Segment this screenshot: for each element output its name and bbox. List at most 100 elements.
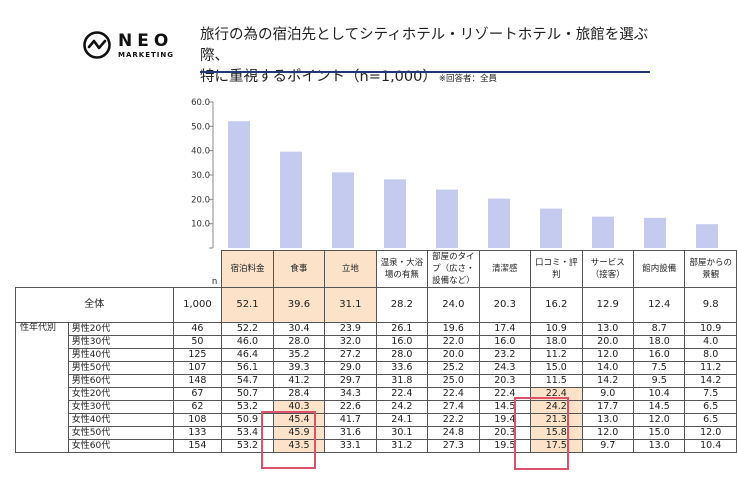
table-row: 男性60代 148 54.7 41.2 29.7 31.8 25.0 20.3 11.5 14.2… [16,374,737,388]
table-cell: 20.0 [427,348,480,362]
row-label: 女性50代 [67,426,174,440]
table-cell: 9.5 [632,374,686,388]
table-cell: 50.7 [221,387,274,401]
table-cell: 10.9 [530,322,583,336]
table-cell: 29.7 [324,374,377,388]
total-value: 16.2 [530,287,583,323]
table-cell: 27.3 [427,439,480,453]
table-cell: 14.5 [478,400,532,414]
table-cell: 6.5 [684,400,737,414]
bar [592,216,614,248]
table-cell: 53.2 [221,439,274,453]
table-cell: 45.4 [272,413,326,427]
column-header: 部屋のタイプ（広さ・設備など） [427,250,480,288]
table-cell: 18.0 [632,335,686,349]
row-n: 46 [172,322,223,336]
table-cell: 28.0 [272,335,326,349]
group-label: 性年代別 [15,322,69,453]
y-tick-label: 60.0 [191,98,210,108]
table-row: 女性20代 67 50.7 28.4 34.3 22.4 22.4 22.4 22.4 9.0 10… [16,387,737,401]
y-tick-label: 10.0 [191,220,210,230]
table-cell: 6.5 [684,413,737,427]
total-value: 28.2 [375,287,429,323]
row-label: 男性50代 [67,361,174,375]
title-line-1: 旅行の為の宿泊先としてシティホテル・リゾートホテル・旅館を選ぶ際、 [200,27,649,64]
table-cell: 54.7 [221,374,274,388]
row-n: 133 [172,426,223,440]
table-row: 男性50代 107 56.1 39.3 29.0 33.6 25.2 24.3 15.0 14.0… [16,361,737,375]
table-cell: 17.7 [581,400,634,414]
table-cell: 19.5 [478,439,532,453]
table-cell: 12.0 [684,426,737,440]
row-label: 男性60代 [67,374,174,388]
y-tick-label: 50.0 [191,122,210,132]
row-n: 125 [172,348,223,362]
page-title: 旅行の為の宿泊先としてシティホテル・リゾートホテル・旅館を選ぶ際、 特に重視する… [200,25,660,90]
table-cell: 35.2 [272,348,326,362]
bar [228,121,250,248]
title-line-2-text: 特に重視するポイント（n=1,000） [200,69,437,85]
bar [644,217,666,248]
table-cell: 13.0 [581,322,634,336]
table-cell: 32.0 [324,335,377,349]
table-cell: 13.0 [632,439,686,453]
table-cell: 31.8 [375,374,429,388]
table-cell: 15.0 [530,361,583,375]
table-cell: 30.1 [375,426,429,440]
table-cell: 23.2 [478,348,532,362]
table-cell: 7.5 [632,361,686,375]
y-tick-label: 40.0 [191,147,210,157]
table-cell: 24.2 [375,400,429,414]
table-cell: 25.0 [427,374,480,388]
table-cell: 15.0 [632,426,686,440]
table-cell: 40.3 [272,400,326,414]
row-n: 50 [172,335,223,349]
table-cell: 9.7 [581,439,634,453]
table-cell: 10.4 [632,387,686,401]
table-row: 女性40代 108 50.9 45.4 41.7 24.1 22.2 19.4 21.3 13.0… [16,413,737,427]
bar [384,179,406,248]
total-value: 24.0 [427,287,480,323]
table-cell: 23.9 [324,322,377,336]
table-cell: 22.4 [478,387,532,401]
table-cell: 41.2 [272,374,326,388]
row-label: 女性30代 [67,400,174,414]
title-note: ※回答者：全員 [438,74,497,84]
table-cell: 22.4 [427,387,480,401]
total-value: 12.9 [581,287,634,323]
column-header: 立地 [324,250,377,288]
table-cell: 12.0 [581,426,634,440]
table-cell: 29.0 [324,361,377,375]
row-label: 男性30代 [67,335,174,349]
table-cell: 45.9 [272,426,326,440]
table-cell: 31.6 [324,426,377,440]
blank-cell [68,251,173,288]
bar [488,198,510,248]
total-row: 全体 1,000 52.1 39.6 31.1 28.2 24.0 20.3 16.2 12.9 1… [15,287,737,323]
table-row: 女性50代 133 53.4 45.9 31.6 30.1 24.8 20.3 15.8 12.0… [16,426,737,440]
table-cell: 4.0 [684,335,737,349]
table-cell: 22.4 [530,387,583,401]
table-cell: 10.4 [684,439,737,453]
bar [436,189,458,248]
header-row: n 宿泊料金 食事 立地 温泉・大浴場の有無 部屋のタイプ（広さ・設備など） 清潔感 口コミ・… [16,250,737,288]
column-header: サービス（接客） [581,250,634,288]
bar [332,172,354,248]
table-cell: 22.6 [324,400,377,414]
table-cell: 7.5 [684,387,737,401]
blank-cell [16,251,69,288]
table-cell: 50.9 [221,413,274,427]
row-n: 148 [172,374,223,388]
neo-logo-icon [83,31,111,59]
row-n: 107 [172,361,223,375]
table-cell: 20.0 [581,335,634,349]
row-label: 女性20代 [67,387,174,401]
table-cell: 24.1 [375,413,429,427]
table-cell: 19.6 [427,322,480,336]
table-cell: 43.5 [272,439,326,453]
table-cell: 25.2 [427,361,480,375]
column-header: 部屋からの景観 [684,250,737,288]
table-cell: 11.5 [530,374,583,388]
table-cell: 15.8 [530,426,583,440]
table-cell: 24.3 [478,361,532,375]
